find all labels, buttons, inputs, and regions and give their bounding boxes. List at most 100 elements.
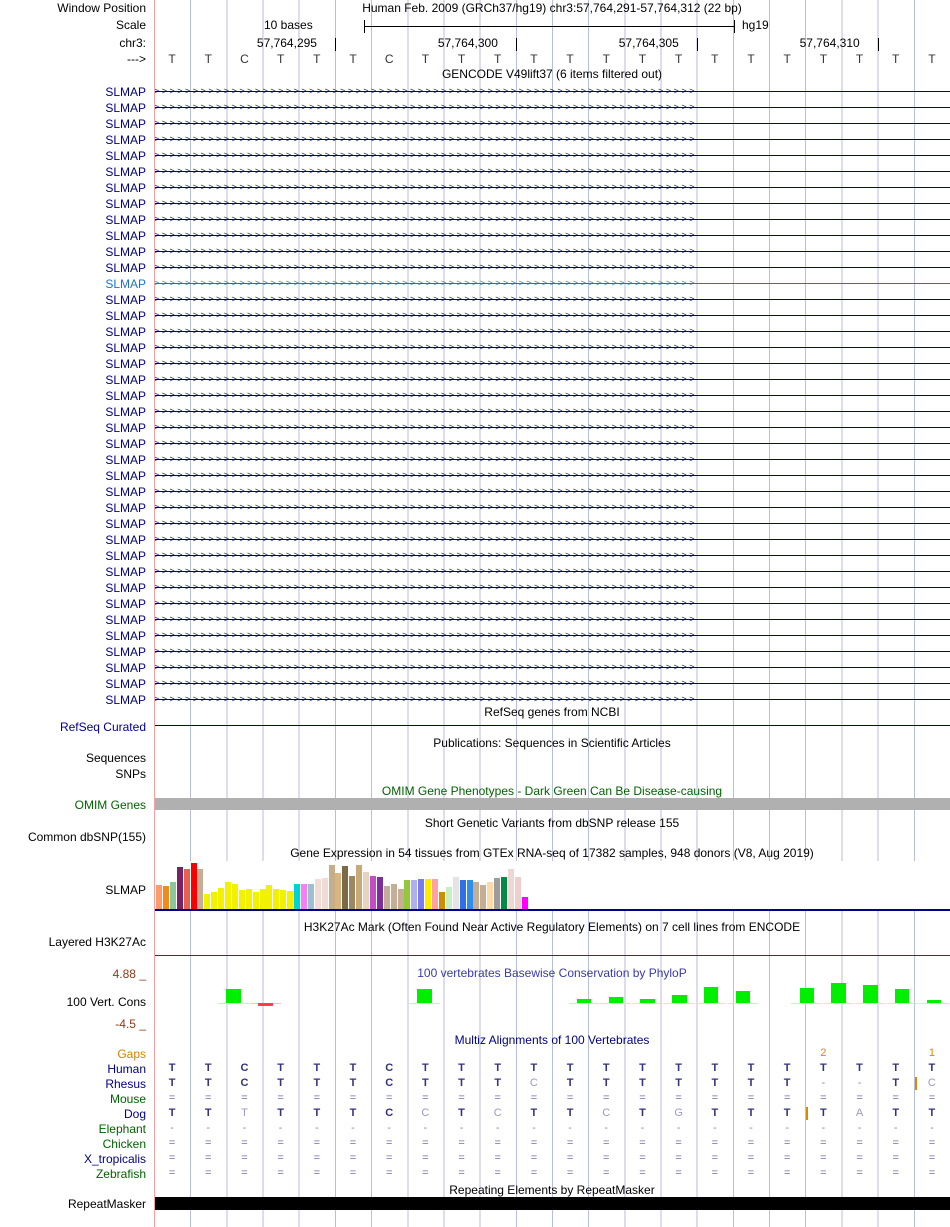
gencode-gene-label[interactable]: SLMAP (105, 245, 146, 259)
gtex-tissue-bar[interactable] (314, 878, 321, 909)
gencode-transcript-row[interactable]: > > > > > > > > > > > > > > > > > > > > … (154, 247, 950, 256)
gencode-transcript-row[interactable]: > > > > > > > > > > > > > > > > > > > > … (154, 167, 950, 176)
gencode-gene-label[interactable]: SLMAP (105, 533, 146, 547)
gtex-tissue-bar[interactable] (197, 869, 204, 909)
gencode-transcript-row[interactable]: > > > > > > > > > > > > > > > > > > > > … (154, 199, 950, 208)
gencode-gene-label[interactable]: SLMAP (105, 677, 146, 691)
gencode-gene-label[interactable]: SLMAP (105, 693, 146, 707)
multiz-species-row[interactable]: ---------------------- (154, 1122, 950, 1135)
gtex-tissue-bar[interactable] (328, 864, 335, 909)
gencode-gene-label[interactable]: SLMAP (105, 645, 146, 659)
gtex-tissue-bar[interactable] (169, 882, 176, 909)
multiz-species-label[interactable]: Dog (123, 1107, 146, 1121)
gencode-gene-label[interactable]: SLMAP (105, 229, 146, 243)
gtex-tissue-bar[interactable] (190, 863, 197, 909)
multiz-species-label[interactable]: Chicken (102, 1137, 146, 1151)
multiz-species-label[interactable]: Zebrafish (95, 1167, 146, 1181)
gtex-tissue-bar[interactable] (273, 888, 280, 909)
gtex-tissue-bar[interactable] (280, 889, 287, 909)
gtex-tissue-bar[interactable] (300, 883, 307, 909)
gtex-tissue-bar[interactable] (307, 884, 314, 909)
gtex-tissue-bar[interactable] (507, 868, 514, 909)
gencode-transcript-row[interactable]: > > > > > > > > > > > > > > > > > > > > … (154, 343, 950, 352)
gtex-tissue-bar[interactable] (397, 888, 404, 909)
gencode-transcript-row[interactable]: > > > > > > > > > > > > > > > > > > > > … (154, 663, 950, 672)
gencode-transcript-row[interactable]: > > > > > > > > > > > > > > > > > > > > … (154, 359, 950, 368)
conservation-bar[interactable] (831, 983, 846, 1003)
gencode-transcript-row[interactable]: > > > > > > > > > > > > > > > > > > > > … (154, 599, 950, 608)
gencode-transcript-row[interactable]: > > > > > > > > > > > > > > > > > > > > … (154, 135, 950, 144)
gtex-tissue-bar[interactable] (390, 883, 397, 909)
gencode-gene-label[interactable]: SLMAP (105, 165, 146, 179)
gtex-tissue-bar[interactable] (404, 880, 411, 909)
gencode-gene-label[interactable]: SLMAP (105, 437, 146, 451)
gtex-gene-label[interactable]: SLMAP (105, 883, 146, 897)
gtex-tissue-bar[interactable] (259, 889, 266, 909)
gtex-tissue-bar[interactable] (176, 866, 183, 909)
repeatmasker-label[interactable]: RepeatMasker (67, 1197, 146, 1211)
omim-genes-label[interactable]: OMIM Genes (74, 798, 146, 812)
conservation-label[interactable]: 100 Vert. Cons (66, 995, 146, 1009)
gtex-tissue-bar[interactable] (204, 894, 211, 909)
conservation-bar[interactable] (417, 988, 432, 1003)
multiz-species-label[interactable]: X_tropicalis (83, 1152, 146, 1166)
conservation-plot[interactable] (154, 965, 950, 1027)
gtex-tissue-bar[interactable] (321, 877, 328, 909)
gtex-tissue-bar[interactable] (335, 873, 342, 909)
gencode-gene-label[interactable]: SLMAP (105, 485, 146, 499)
gencode-gene-label[interactable]: SLMAP (105, 85, 146, 99)
h3k27ac-label[interactable]: Layered H3K27Ac (48, 935, 146, 949)
gencode-transcript-row[interactable]: > > > > > > > > > > > > > > > > > > > > … (154, 615, 950, 624)
gencode-gene-label[interactable]: SLMAP (105, 213, 146, 227)
gtex-tissue-bar[interactable] (211, 892, 218, 909)
gtex-tissue-bar[interactable] (452, 876, 459, 909)
gencode-transcript-row[interactable]: > > > > > > > > > > > > > > > > > > > > … (154, 647, 950, 656)
gencode-transcript-row[interactable]: > > > > > > > > > > > > > > > > > > > > … (154, 311, 950, 320)
gencode-gene-label[interactable]: SLMAP (105, 549, 146, 563)
repeatmasker-feature-bar[interactable] (154, 1197, 950, 1210)
gencode-transcript-row[interactable]: > > > > > > > > > > > > > > > > > > > > … (154, 583, 950, 592)
gencode-transcript-row[interactable]: > > > > > > > > > > > > > > > > > > > > … (154, 519, 950, 528)
gencode-transcript-row[interactable]: > > > > > > > > > > > > > > > > > > > > … (154, 215, 950, 224)
gencode-transcript-row[interactable]: > > > > > > > > > > > > > > > > > > > > … (154, 423, 950, 432)
gencode-gene-label[interactable]: SLMAP (105, 501, 146, 515)
gencode-transcript-row[interactable]: > > > > > > > > > > > > > > > > > > > > … (154, 551, 950, 560)
conservation-bar[interactable] (640, 998, 655, 1003)
gtex-tissue-bar[interactable] (445, 886, 452, 909)
gtex-tissue-bar[interactable] (225, 882, 231, 909)
gtex-tissue-bar[interactable] (349, 875, 356, 909)
gencode-transcript-row[interactable]: > > > > > > > > > > > > > > > > > > > > … (154, 455, 950, 464)
gencode-gene-label[interactable]: SLMAP (105, 101, 146, 115)
gencode-gene-label[interactable]: SLMAP (105, 117, 146, 131)
gencode-transcript-row[interactable]: > > > > > > > > > > > > > > > > > > > > … (154, 263, 950, 272)
gencode-gene-label[interactable]: SLMAP (105, 309, 146, 323)
multiz-species-row[interactable]: = = = = = = = = = = = = = = = = = = = = = = (154, 1167, 950, 1180)
multiz-species-label[interactable]: Human (107, 1062, 146, 1076)
dbsnp-label[interactable]: Common dbSNP(155) (27, 830, 146, 844)
gtex-tissue-bar[interactable] (438, 892, 445, 909)
gtex-tissue-bar[interactable] (294, 883, 300, 909)
gencode-transcript-row[interactable]: > > > > > > > > > > > > > > > > > > > > … (154, 535, 950, 544)
gencode-transcript-row[interactable]: > > > > > > > > > > > > > > > > > > > > … (154, 391, 950, 400)
gencode-gene-label[interactable]: SLMAP (105, 373, 146, 387)
gencode-gene-label[interactable]: SLMAP (105, 181, 146, 195)
gtex-tissue-bar[interactable] (183, 868, 190, 909)
gencode-transcript-row[interactable]: > > > > > > > > > > > > > > > > > > > > … (154, 87, 950, 96)
multiz-species-row[interactable]: = = = = = = = = = = = = = = = = = = = = = = (154, 1092, 950, 1105)
gencode-gene-label[interactable]: SLMAP (105, 325, 146, 339)
gtex-tissue-bar[interactable] (487, 882, 494, 909)
gencode-transcript-row[interactable]: > > > > > > > > > > > > > > > > > > > > … (154, 679, 950, 688)
gencode-transcript-row[interactable]: > > > > > > > > > > > > > > > > > > > > … (154, 471, 950, 480)
gencode-transcript-row[interactable]: > > > > > > > > > > > > > > > > > > > > … (154, 631, 950, 640)
multiz-species-row[interactable]: = = = = = = = = = = = = = = = = = = = = = = (154, 1137, 950, 1150)
gtex-tissue-bar[interactable] (245, 888, 252, 909)
conservation-bar[interactable] (926, 1000, 942, 1003)
publications-label[interactable]: Sequences (85, 751, 146, 765)
gencode-gene-label[interactable]: SLMAP (105, 197, 146, 211)
gencode-gene-label[interactable]: SLMAP (105, 517, 146, 531)
gencode-gene-label[interactable]: SLMAP (105, 341, 146, 355)
refseq-label[interactable]: RefSeq Curated (59, 720, 146, 734)
conservation-bar[interactable] (735, 990, 751, 1003)
conservation-bar[interactable] (895, 989, 910, 1003)
gencode-transcript-row[interactable]: > > > > > > > > > > > > > > > > > > > > … (154, 567, 950, 576)
